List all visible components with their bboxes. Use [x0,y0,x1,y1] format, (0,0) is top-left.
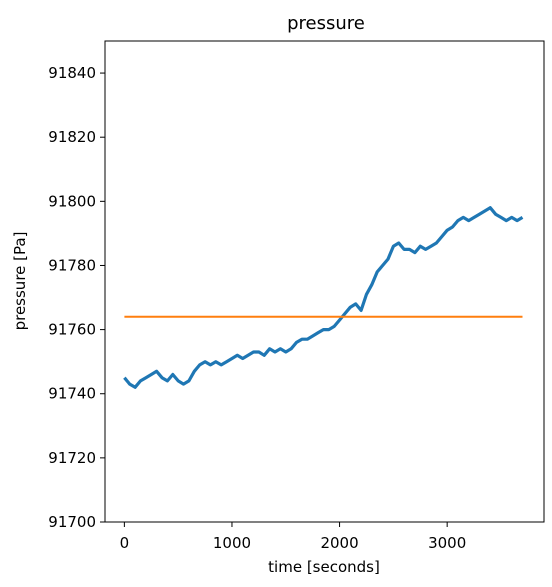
plot-frame [104,40,545,523]
x-tick-label: 0 [120,534,130,552]
plot-area [123,206,524,389]
chart-title: pressure [287,13,365,34]
x-tick-label: 2000 [320,534,358,552]
y-tick-label: 91700 [48,513,96,531]
series-layer [123,206,524,389]
pressure-series-line [123,206,524,389]
x-axis-label: time [seconds] [268,558,380,576]
y-tick-label: 91720 [48,449,96,467]
y-tick-label: 91820 [48,128,96,146]
y-tick-label: 91800 [48,192,96,210]
x-axis: 0 1000 2000 3000 [120,522,466,552]
y-tick-label: 91760 [48,321,96,339]
y-tick-label: 91840 [48,64,96,82]
x-tick-label: 3000 [428,534,466,552]
y-tick-label: 91740 [48,385,96,403]
x-tick-label: 1000 [213,534,251,552]
y-axis: 91700 91720 91740 91760 91780 91800 91820 91840 [48,64,105,531]
y-tick-label: 91780 [48,256,96,274]
y-axis-label: pressure [Pa] [11,232,29,331]
